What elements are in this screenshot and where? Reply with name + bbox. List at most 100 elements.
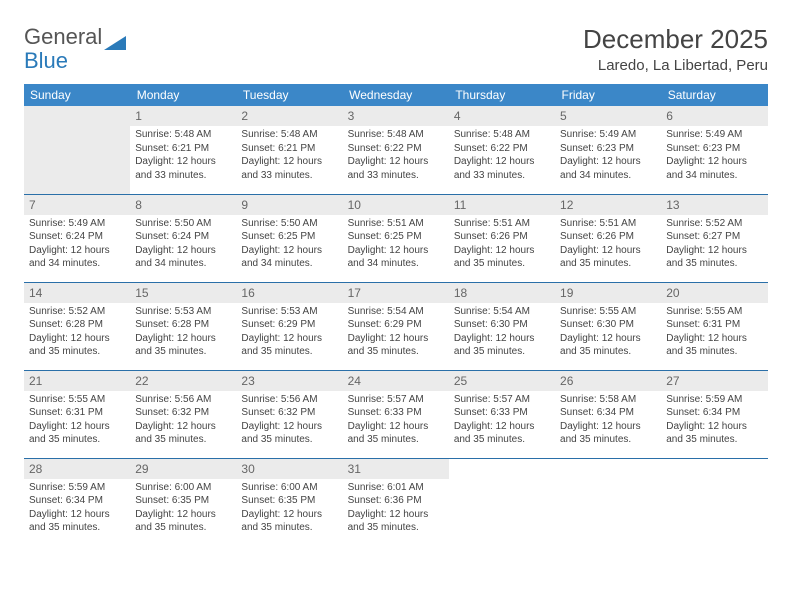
day-info: Sunrise: 5:51 AMSunset: 6:26 PMDaylight:… [454,217,550,271]
calendar-day-cell: 4Sunrise: 5:48 AMSunset: 6:22 PMDaylight… [449,106,555,194]
calendar-day-cell: 17Sunrise: 5:54 AMSunset: 6:29 PMDayligh… [343,282,449,370]
day-number: 18 [449,283,555,303]
day-number: 19 [555,283,661,303]
calendar-day-cell: 11Sunrise: 5:51 AMSunset: 6:26 PMDayligh… [449,194,555,282]
day-number: 28 [24,459,130,479]
day-number: 16 [236,283,342,303]
day-number: 25 [449,371,555,391]
day-info: Sunrise: 5:48 AMSunset: 6:21 PMDaylight:… [241,128,337,182]
calendar-day-cell: 23Sunrise: 5:56 AMSunset: 6:32 PMDayligh… [236,370,342,458]
day-info: Sunrise: 5:54 AMSunset: 6:29 PMDaylight:… [348,305,444,359]
calendar-day-cell: 21Sunrise: 5:55 AMSunset: 6:31 PMDayligh… [24,370,130,458]
calendar-day-cell: 22Sunrise: 5:56 AMSunset: 6:32 PMDayligh… [130,370,236,458]
day-info: Sunrise: 5:57 AMSunset: 6:33 PMDaylight:… [348,393,444,447]
day-info: Sunrise: 5:54 AMSunset: 6:30 PMDaylight:… [454,305,550,359]
calendar-day-cell: 3Sunrise: 5:48 AMSunset: 6:22 PMDaylight… [343,106,449,194]
day-info: Sunrise: 6:00 AMSunset: 6:35 PMDaylight:… [241,481,337,535]
day-number: 1 [130,106,236,126]
day-info: Sunrise: 5:55 AMSunset: 6:30 PMDaylight:… [560,305,656,359]
day-number: 22 [130,371,236,391]
day-info: Sunrise: 5:53 AMSunset: 6:28 PMDaylight:… [135,305,231,359]
day-number: 10 [343,195,449,215]
calendar-body: 1Sunrise: 5:48 AMSunset: 6:21 PMDaylight… [24,106,768,546]
calendar-day-cell: 19Sunrise: 5:55 AMSunset: 6:30 PMDayligh… [555,282,661,370]
title-block: December 2025 Laredo, La Libertad, Peru [583,24,768,74]
calendar-day-cell: 6Sunrise: 5:49 AMSunset: 6:23 PMDaylight… [661,106,767,194]
day-number: 12 [555,195,661,215]
day-number: 2 [236,106,342,126]
day-info: Sunrise: 5:50 AMSunset: 6:24 PMDaylight:… [135,217,231,271]
day-info: Sunrise: 5:51 AMSunset: 6:26 PMDaylight:… [560,217,656,271]
calendar-empty-cell [555,458,661,546]
day-info: Sunrise: 5:55 AMSunset: 6:31 PMDaylight:… [666,305,762,359]
calendar-day-cell: 5Sunrise: 5:49 AMSunset: 6:23 PMDaylight… [555,106,661,194]
day-number: 5 [555,106,661,126]
page-header: General December 2025 Laredo, La Liberta… [24,24,768,74]
calendar-day-cell: 8Sunrise: 5:50 AMSunset: 6:24 PMDaylight… [130,194,236,282]
day-info: Sunrise: 5:56 AMSunset: 6:32 PMDaylight:… [135,393,231,447]
calendar-day-cell: 25Sunrise: 5:57 AMSunset: 6:33 PMDayligh… [449,370,555,458]
month-title: December 2025 [583,24,768,55]
day-number: 31 [343,459,449,479]
day-info: Sunrise: 6:00 AMSunset: 6:35 PMDaylight:… [135,481,231,535]
day-number: 27 [661,371,767,391]
calendar-day-cell: 10Sunrise: 5:51 AMSunset: 6:25 PMDayligh… [343,194,449,282]
day-number: 7 [24,195,130,215]
calendar-table: SundayMondayTuesdayWednesdayThursdayFrid… [24,84,768,546]
calendar-day-cell: 24Sunrise: 5:57 AMSunset: 6:33 PMDayligh… [343,370,449,458]
calendar-head: SundayMondayTuesdayWednesdayThursdayFrid… [24,84,768,106]
calendar-day-cell: 18Sunrise: 5:54 AMSunset: 6:30 PMDayligh… [449,282,555,370]
calendar-page: General December 2025 Laredo, La Liberta… [0,0,792,556]
day-number: 8 [130,195,236,215]
calendar-day-cell: 28Sunrise: 5:59 AMSunset: 6:34 PMDayligh… [24,458,130,546]
calendar-row: 21Sunrise: 5:55 AMSunset: 6:31 PMDayligh… [24,370,768,458]
day-info: Sunrise: 5:48 AMSunset: 6:21 PMDaylight:… [135,128,231,182]
day-info: Sunrise: 5:48 AMSunset: 6:22 PMDaylight:… [348,128,444,182]
calendar-day-cell: 16Sunrise: 5:53 AMSunset: 6:29 PMDayligh… [236,282,342,370]
weekday-header: Friday [555,84,661,106]
calendar-day-cell: 12Sunrise: 5:51 AMSunset: 6:26 PMDayligh… [555,194,661,282]
calendar-empty-cell [661,458,767,546]
day-info: Sunrise: 5:55 AMSunset: 6:31 PMDaylight:… [29,393,125,447]
day-number: 30 [236,459,342,479]
weekday-header: Sunday [24,84,130,106]
calendar-row: 7Sunrise: 5:49 AMSunset: 6:24 PMDaylight… [24,194,768,282]
day-number: 3 [343,106,449,126]
day-info: Sunrise: 5:50 AMSunset: 6:25 PMDaylight:… [241,217,337,271]
day-info: Sunrise: 5:48 AMSunset: 6:22 PMDaylight:… [454,128,550,182]
calendar-day-cell: 26Sunrise: 5:58 AMSunset: 6:34 PMDayligh… [555,370,661,458]
day-info: Sunrise: 5:59 AMSunset: 6:34 PMDaylight:… [29,481,125,535]
day-number: 9 [236,195,342,215]
calendar-day-cell: 13Sunrise: 5:52 AMSunset: 6:27 PMDayligh… [661,194,767,282]
weekday-row: SundayMondayTuesdayWednesdayThursdayFrid… [24,84,768,106]
day-number: 23 [236,371,342,391]
calendar-row: 28Sunrise: 5:59 AMSunset: 6:34 PMDayligh… [24,458,768,546]
day-number: 24 [343,371,449,391]
day-number: 13 [661,195,767,215]
calendar-day-cell: 15Sunrise: 5:53 AMSunset: 6:28 PMDayligh… [130,282,236,370]
day-number: 14 [24,283,130,303]
day-info: Sunrise: 5:49 AMSunset: 6:23 PMDaylight:… [666,128,762,182]
calendar-day-cell: 27Sunrise: 5:59 AMSunset: 6:34 PMDayligh… [661,370,767,458]
day-info: Sunrise: 5:58 AMSunset: 6:34 PMDaylight:… [560,393,656,447]
calendar-day-cell: 2Sunrise: 5:48 AMSunset: 6:21 PMDaylight… [236,106,342,194]
day-info: Sunrise: 5:52 AMSunset: 6:28 PMDaylight:… [29,305,125,359]
calendar-day-cell: 7Sunrise: 5:49 AMSunset: 6:24 PMDaylight… [24,194,130,282]
brand-part1: General [24,24,102,50]
calendar-day-cell: 20Sunrise: 5:55 AMSunset: 6:31 PMDayligh… [661,282,767,370]
weekday-header: Monday [130,84,236,106]
day-info: Sunrise: 5:53 AMSunset: 6:29 PMDaylight:… [241,305,337,359]
day-info: Sunrise: 5:59 AMSunset: 6:34 PMDaylight:… [666,393,762,447]
weekday-header: Thursday [449,84,555,106]
calendar-day-cell: 30Sunrise: 6:00 AMSunset: 6:35 PMDayligh… [236,458,342,546]
day-number: 20 [661,283,767,303]
day-number: 26 [555,371,661,391]
day-number: 17 [343,283,449,303]
day-number: 21 [24,371,130,391]
brand-part2: Blue [24,48,68,74]
day-number: 29 [130,459,236,479]
day-info: Sunrise: 5:52 AMSunset: 6:27 PMDaylight:… [666,217,762,271]
calendar-day-cell: 29Sunrise: 6:00 AMSunset: 6:35 PMDayligh… [130,458,236,546]
brand-triangle-icon [104,30,126,44]
weekday-header: Wednesday [343,84,449,106]
